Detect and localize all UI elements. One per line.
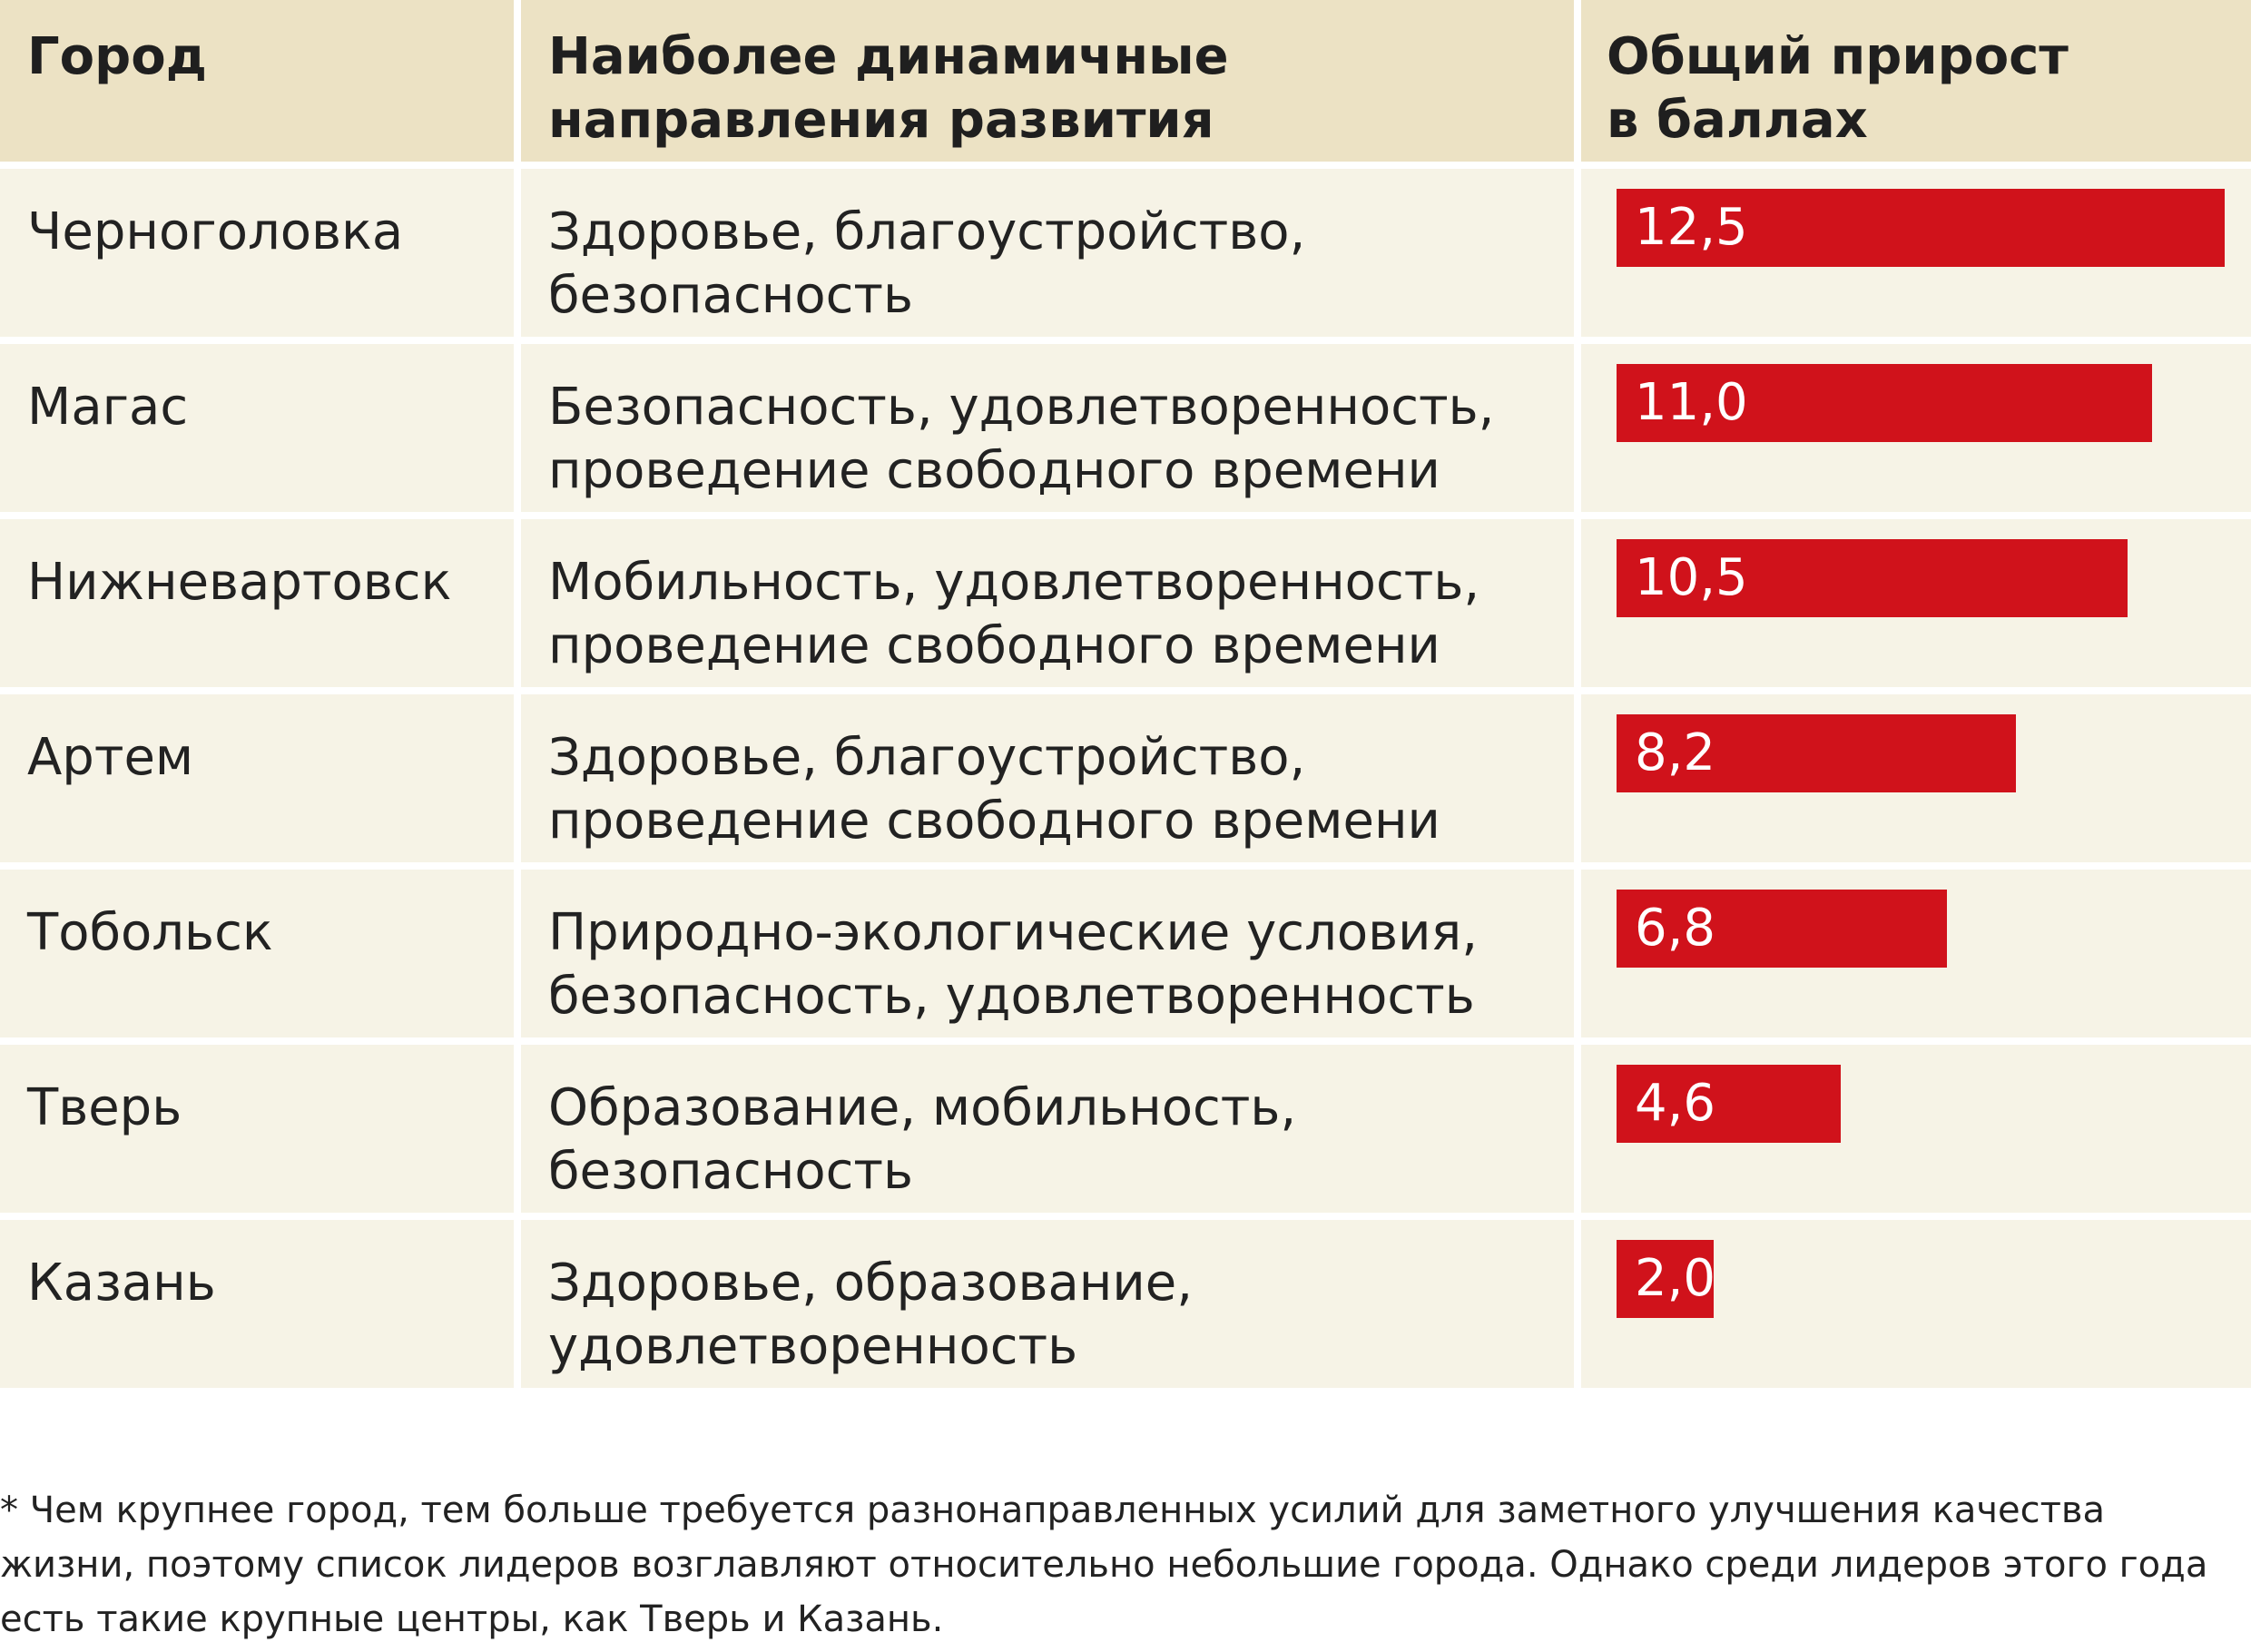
header-directions-line2: направления развития	[548, 91, 1214, 150]
city-cell: Тобольск	[0, 870, 514, 1037]
header-score-line2: в баллах	[1607, 91, 1868, 150]
directions-line-2: проведение свободного времени	[548, 616, 1440, 675]
footnote: * Чем крупнее город, тем больше требуетс…	[0, 1478, 2251, 1650]
score-cell: 10,5	[1581, 519, 2251, 687]
city-cell: Черноголовка	[0, 169, 514, 337]
score-label: 8,2	[1635, 723, 1716, 782]
score-bar	[1617, 890, 1947, 968]
directions-line-2: безопасность	[548, 1142, 914, 1201]
score-cell: 8,2	[1581, 694, 2251, 862]
directions-line-2: удовлетворенность	[548, 1317, 1078, 1376]
city-name: Тобольск	[27, 903, 273, 962]
directions-cell: Здоровье, благоустройство, безопасность	[521, 169, 1574, 337]
score-label: 10,5	[1635, 548, 1748, 607]
score-cell: 12,5	[1581, 169, 2251, 337]
footnote-line-1: * Чем крупнее город, тем больше требуетс…	[0, 1490, 2106, 1531]
score-cell: 4,6	[1581, 1045, 2251, 1213]
directions-line-1: Безопасность, удовлетворенность,	[548, 378, 1495, 437]
score-bar	[1617, 189, 2225, 267]
score-cell: 6,8	[1581, 870, 2251, 1037]
header-city: Город	[27, 27, 207, 86]
score-bar	[1617, 1240, 1714, 1318]
ranking-table: Город Наиболее динамичные направления ра…	[0, 0, 2251, 1388]
header-score-cell: Общий прирост в баллах	[1581, 0, 2251, 162]
header-directions-cell: Наиболее динамичные направления развития	[521, 0, 1574, 162]
directions-cell: Безопасность, удовлетворенность, проведен…	[521, 344, 1574, 512]
city-cell: Магас	[0, 344, 514, 512]
directions-line-1: Здоровье, благоустройство,	[548, 728, 1306, 787]
directions-cell: Природно-экологические условия, безопасно…	[521, 870, 1574, 1037]
city-name: Нижневартовск	[27, 553, 452, 612]
city-name: Артем	[27, 728, 194, 787]
directions-cell: Здоровье, образование, удовлетворенность	[521, 1220, 1574, 1388]
directions-line-1: Здоровье, образование,	[548, 1254, 1194, 1313]
city-cell: Казань	[0, 1220, 514, 1388]
directions-cell: Здоровье, благоустройство, проведение сво…	[521, 694, 1574, 862]
directions-line-2: безопасность, удовлетворенность	[548, 967, 1475, 1026]
score-bar	[1617, 714, 2016, 792]
header-score-line1: Общий прирост	[1607, 27, 2069, 86]
city-cell: Тверь	[0, 1045, 514, 1213]
directions-cell: Мобильность, удовлетворенность, проведени…	[521, 519, 1574, 687]
directions-line-2: проведение свободного времени	[548, 441, 1440, 500]
directions-line-2: безопасность	[548, 266, 914, 325]
directions-cell: Образование, мобильность, безопасность	[521, 1045, 1574, 1213]
directions-line-1: Образование, мобильность,	[548, 1078, 1297, 1137]
directions-line-1: Мобильность, удовлетворенность,	[548, 553, 1480, 612]
score-bar	[1617, 1065, 1841, 1143]
score-cell: 2,0	[1581, 1220, 2251, 1388]
score-bar	[1617, 364, 2152, 442]
city-name: Казань	[27, 1254, 216, 1313]
score-bar	[1617, 539, 2128, 617]
score-label: 4,6	[1635, 1074, 1716, 1133]
score-label: 6,8	[1635, 899, 1716, 958]
header-directions-line1: Наиболее динамичные	[548, 27, 1229, 86]
score-label: 11,0	[1635, 373, 1748, 432]
city-name: Магас	[27, 378, 189, 437]
city-cell: Артем	[0, 694, 514, 862]
directions-line-1: Природно-экологические условия,	[548, 903, 1479, 962]
city-name: Тверь	[27, 1078, 182, 1137]
directions-line-2: проведение свободного времени	[548, 792, 1440, 851]
city-cell: Нижневартовск	[0, 519, 514, 687]
footnote-line-3: есть такие крупные центры, как Тверь и К…	[0, 1598, 944, 1640]
score-cell: 11,0	[1581, 344, 2251, 512]
city-name: Черноголовка	[27, 202, 404, 261]
header-city-cell: Город	[0, 0, 514, 162]
score-label: 2,0	[1635, 1249, 1716, 1308]
footnote-line-2: жизни, поэтому список лидеров возглавляю…	[0, 1544, 2208, 1586]
directions-line-1: Здоровье, благоустройство,	[548, 202, 1306, 261]
score-label: 12,5	[1635, 198, 1748, 257]
